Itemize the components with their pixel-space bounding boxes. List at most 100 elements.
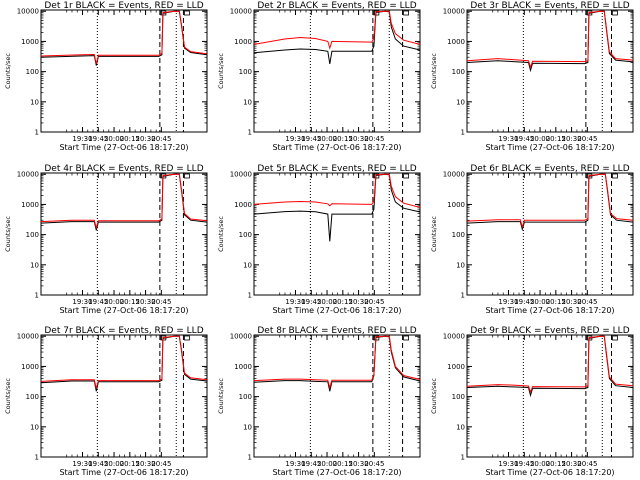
y-tick-label: 10 [243,261,252,269]
x-tick-label: 20:15 [120,298,140,306]
state-box [612,173,618,179]
y-tick-label: 1 [248,129,252,137]
x-tick-label: 20:00 [530,135,550,143]
panel-title: Det 4r BLACK = Events, RED = LLD [44,164,203,174]
x-axis-label: Start Time (27-Oct-06 18:17:20) [272,143,401,152]
panel-title: Det 5r BLACK = Events, RED = LLD [257,164,416,174]
x-axis-label: Start Time (27-Oct-06 18:17:20) [59,306,188,315]
x-tick-label: 20:00 [530,298,550,306]
y-tick-label: 10000 [17,333,39,341]
series-lld [466,10,634,69]
y-tick-label: 10 [30,98,39,106]
panel-5: Det 5r BLACK = Events, RED = LLD 1 10 100 10… [217,164,421,315]
x-tick-label: 20:15 [546,298,566,306]
y-tick-label: 1 [461,454,465,462]
panel-2: Det 2r BLACK = Events, RED = LLD 1 10 100 10… [217,1,421,152]
y-tick-label: 10 [30,261,39,269]
y-tick-label: 10000 [17,171,39,179]
y-tick-label: 10 [456,261,465,269]
x-tick-label: 19:30 [285,298,305,306]
x-tick-label: 20:00 [317,135,337,143]
y-axis-label: Counts/sec [217,53,225,89]
y-axis-label: Counts/sec [430,378,438,414]
y-tick-label: 1 [461,292,465,300]
x-tick-label: 19:30 [498,135,518,143]
x-tick-label: 19:45 [514,135,534,143]
x-tick-label: 20:30 [348,135,368,143]
y-axis-label: Counts/sec [4,378,12,414]
y-tick-label: 1000 [447,38,465,46]
plot-frame [466,9,634,133]
series-events [40,335,208,392]
x-tick-label: 20:00 [530,460,550,468]
state-box [403,10,409,16]
x-tick-label: 20:45 [151,135,171,143]
state-box [373,173,380,179]
x-tick-label: 20:15 [546,460,566,468]
state-box [612,335,618,341]
series-events [40,173,208,231]
x-tick-label: 20:15 [333,460,353,468]
y-tick-label: 10000 [230,171,252,179]
x-tick-label: 20:30 [135,460,155,468]
state-box [612,10,618,16]
y-tick-label: 10 [456,423,465,431]
y-tick-label: 1000 [21,38,39,46]
y-tick-label: 100 [239,393,252,401]
x-tick-label: 20:45 [364,460,384,468]
y-tick-label: 100 [26,231,39,239]
panel-1: Det 1r BLACK = Events, RED = LLD 1 10 100 10… [4,1,208,152]
x-tick-label: 20:45 [577,298,597,306]
y-tick-label: 100 [26,393,39,401]
y-axis-label: Counts/sec [4,53,12,89]
x-tick-label: 20:30 [561,460,581,468]
y-tick-label: 1 [461,129,465,137]
series-lld [40,173,208,230]
y-tick-label: 1 [248,454,252,462]
y-tick-label: 1 [35,292,39,300]
x-tick-label: 20:15 [333,135,353,143]
series-events [40,10,208,66]
y-tick-label: 1000 [234,363,252,371]
state-box [184,173,190,179]
series-events [253,10,421,64]
y-tick-label: 1000 [21,201,39,209]
y-tick-label: 100 [452,68,465,76]
series-events [253,173,421,242]
x-tick-label: 20:45 [151,460,171,468]
y-tick-label: 10 [243,423,252,431]
x-tick-label: 19:30 [285,460,305,468]
y-tick-label: 10000 [230,333,252,341]
x-tick-label: 20:30 [135,298,155,306]
plot-frame [253,334,421,458]
x-tick-label: 20:15 [333,298,353,306]
y-tick-label: 100 [239,231,252,239]
panel-6: Det 6r BLACK = Events, RED = LLD 1 10 100 10… [430,164,634,315]
y-tick-label: 1 [248,292,252,300]
x-tick-label: 20:30 [348,298,368,306]
x-tick-label: 20:45 [364,298,384,306]
series-lld [466,335,634,394]
y-tick-label: 10000 [443,333,465,341]
x-tick-label: 20:45 [577,135,597,143]
x-tick-label: 20:15 [120,135,140,143]
series-lld [466,173,634,229]
y-tick-label: 10000 [17,8,39,16]
x-axis-label: Start Time (27-Oct-06 18:17:20) [59,468,188,477]
x-tick-label: 19:45 [301,298,321,306]
panel-title: Det 9r BLACK = Events, RED = LLD [470,326,629,336]
x-tick-label: 20:45 [577,460,597,468]
y-tick-label: 10 [30,423,39,431]
plot-frame [253,9,421,133]
panel-title: Det 7r BLACK = Events, RED = LLD [44,326,203,336]
y-tick-label: 1000 [234,201,252,209]
y-tick-label: 1000 [21,363,39,371]
y-tick-label: 100 [26,68,39,76]
panel-title: Det 2r BLACK = Events, RED = LLD [257,1,416,11]
x-tick-label: 19:30 [498,460,518,468]
x-tick-label: 19:30 [72,298,92,306]
plot-frame [466,172,634,296]
x-tick-label: 19:45 [88,298,108,306]
state-box [373,10,380,16]
series-events [466,173,634,232]
